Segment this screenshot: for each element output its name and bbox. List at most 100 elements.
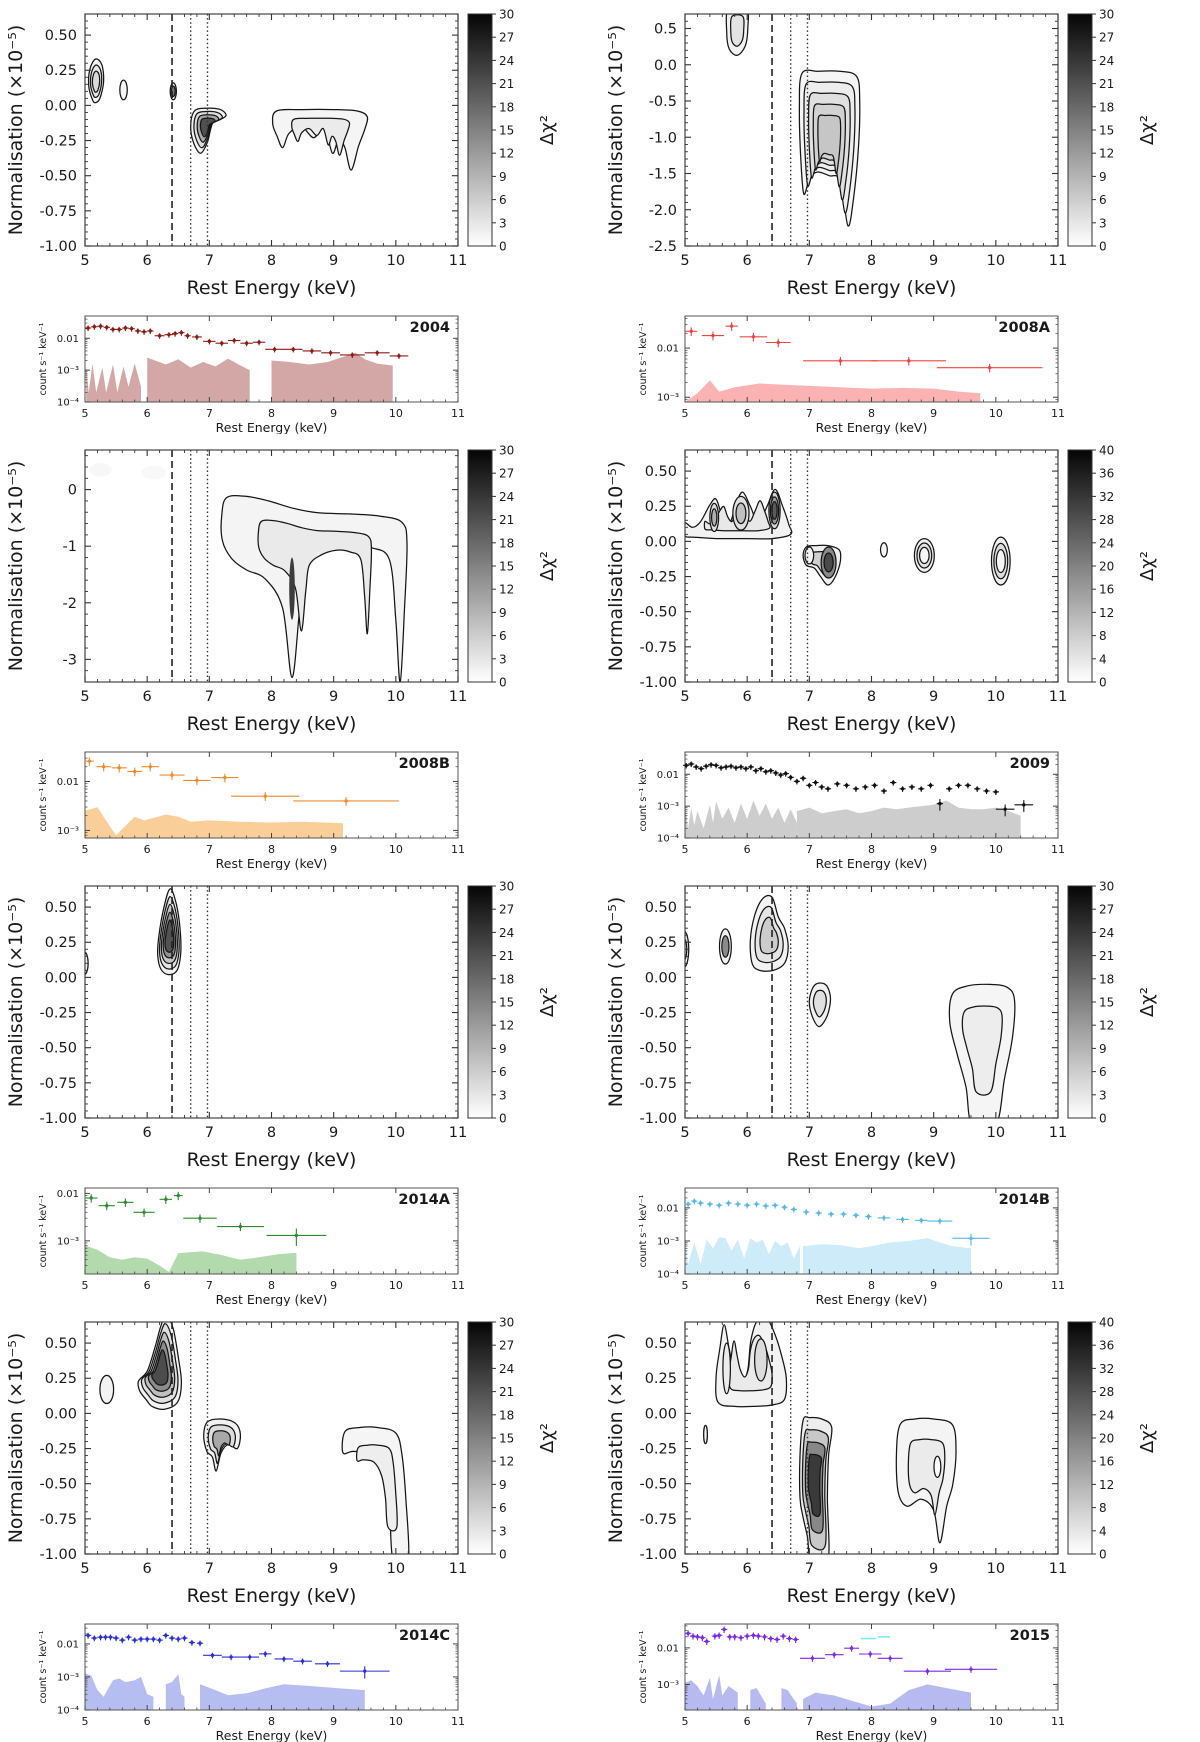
svg-text:7: 7	[805, 1125, 814, 1141]
background-band	[271, 352, 393, 402]
y-axis-label: Normalisation (×10⁻⁵)	[605, 25, 627, 236]
svg-text:6: 6	[499, 1065, 507, 1079]
svg-text:7: 7	[205, 1125, 214, 1141]
colorbar	[1067, 449, 1093, 683]
svg-text:0.01: 0.01	[57, 1189, 79, 1200]
svg-text:9: 9	[329, 1125, 338, 1141]
svg-text:10: 10	[987, 689, 1005, 705]
svg-text:11: 11	[1051, 407, 1065, 420]
svg-text:8: 8	[868, 407, 875, 420]
contour-blobs	[685, 488, 1011, 586]
y-axis-label: Normalisation (×10⁻⁵)	[5, 25, 27, 236]
spectrum-plot-2009: 5 6 7 8 9 10 11 0.01 10⁻³ 10⁻⁴ 2009 count s⁻¹ keV⁻¹…	[638, 751, 1065, 870]
svg-text:0.00: 0.00	[45, 98, 77, 114]
svg-text:0.25: 0.25	[45, 63, 77, 79]
svg-text:-1.00: -1.00	[639, 1111, 677, 1127]
svg-text:7: 7	[205, 253, 214, 269]
svg-text:18: 18	[1099, 972, 1114, 986]
svg-text:8: 8	[267, 253, 276, 269]
svg-text:0.00: 0.00	[645, 1406, 677, 1422]
svg-text:6: 6	[499, 629, 507, 643]
svg-text:10⁻⁴: 10⁻⁴	[657, 1270, 679, 1281]
svg-text:21: 21	[499, 949, 514, 963]
svg-text:30: 30	[499, 444, 514, 458]
spectrum-plot-2004: 5 6 7 8 9 10 11 0.01 10⁻³ 10⁻⁴ 2004 count s⁻¹ keV⁻¹…	[38, 315, 465, 434]
svg-text:27: 27	[499, 1339, 514, 1353]
svg-text:5: 5	[682, 1279, 689, 1292]
svg-text:18: 18	[499, 1408, 514, 1422]
svg-text:9: 9	[929, 689, 938, 705]
background-band	[147, 357, 250, 402]
svg-text:5: 5	[80, 1125, 89, 1141]
svg-text:27: 27	[499, 903, 514, 917]
spectrum-plot-2008A: 5 6 7 8 9 10 11 0.01 10⁻³ 2008A count s⁻¹ keV⁻¹ Res…	[638, 315, 1065, 434]
svg-text:24: 24	[1099, 926, 1114, 940]
background-band	[781, 1688, 797, 1710]
background-band	[685, 1675, 738, 1710]
svg-text:10⁻³: 10⁻³	[57, 1236, 79, 1247]
svg-text:-0.75: -0.75	[639, 1512, 677, 1528]
svg-text:10⁻³: 10⁻³	[657, 393, 679, 404]
svg-text:-0.75: -0.75	[39, 1512, 77, 1528]
svg-text:15: 15	[499, 560, 514, 574]
svg-text:-0.25: -0.25	[639, 1442, 677, 1458]
year-label: 2014A	[398, 1192, 450, 1208]
year-label: 2014C	[399, 1628, 450, 1644]
svg-text:3: 3	[499, 1088, 507, 1102]
spectrum-x-axis-label: Rest Energy (keV)	[816, 1292, 928, 1306]
svg-text:11: 11	[451, 843, 465, 856]
y-axis-label: Normalisation (×10⁻⁵)	[605, 461, 627, 672]
svg-text:3: 3	[1099, 216, 1107, 230]
svg-text:0.25: 0.25	[645, 935, 677, 951]
svg-text:30: 30	[1099, 880, 1114, 894]
svg-text:9: 9	[329, 253, 338, 269]
svg-text:40: 40	[1099, 1316, 1114, 1330]
panel-2009: 5 6 7 8 9 10 11 0.50 0.25 0.00 -0.25 -0.50 -0.75 -1.0…	[600, 442, 1200, 871]
svg-text:8: 8	[268, 1279, 275, 1292]
svg-text:0.01: 0.01	[657, 1643, 679, 1654]
svg-text:-0.25: -0.25	[39, 1442, 77, 1458]
svg-text:5: 5	[680, 1125, 689, 1141]
svg-text:15: 15	[499, 996, 514, 1010]
background-band	[86, 363, 141, 402]
contour-plot-2014B: 5 6 7 8 9 10 11 0.50 0.25 0.00 -0.25 -0.50 -0.75 -1.0…	[605, 880, 1158, 1172]
colorbar-label: Δχ²	[1137, 115, 1158, 145]
panel-2004: 5 6 7 8 9 10 11 0.50 0.25 0.00 -0.25 -0.50 -0.75 -1.0…	[0, 6, 600, 435]
svg-text:10: 10	[389, 1715, 403, 1728]
svg-text:8: 8	[268, 407, 275, 420]
svg-text:10⁻³: 10⁻³	[57, 1672, 79, 1683]
svg-text:10⁻³: 10⁻³	[657, 1680, 679, 1691]
panel-2008a: 5 6 7 8 9 10 11 0.5 0.0 -0.5 -1.0 -1.5 -2.0 -2.5 Rest …	[600, 6, 1200, 435]
svg-text:6: 6	[743, 1125, 752, 1141]
svg-text:-0.50: -0.50	[39, 1041, 77, 1057]
svg-text:32: 32	[1099, 1362, 1114, 1376]
contour-plot-2014C: 5 6 7 8 9 10 11 0.50 0.25 0.00 -0.25 -0.50 -0.75 -1.0…	[5, 1316, 558, 1608]
svg-text:18: 18	[1099, 100, 1114, 114]
svg-text:0.01: 0.01	[657, 1203, 679, 1214]
x-axis-label: Rest Energy (keV)	[787, 713, 957, 735]
svg-text:10⁻³: 10⁻³	[57, 366, 79, 377]
colorbar	[467, 885, 493, 1119]
spectrum-plot-2014B: 5 6 7 8 9 10 11 0.01 10⁻³ 10⁻⁴ 2014B count s⁻¹ keV⁻…	[638, 1187, 1065, 1306]
svg-text:0.00: 0.00	[45, 970, 77, 986]
svg-text:21: 21	[499, 1385, 514, 1399]
svg-text:16: 16	[1099, 583, 1114, 597]
svg-text:-0.75: -0.75	[39, 1076, 77, 1092]
spectrum-y-axis-label: count s⁻¹ keV⁻¹	[638, 1194, 649, 1267]
contour-plot-2008A: 5 6 7 8 9 10 11 0.5 0.0 -0.5 -1.0 -1.5 -2.0 -2.5 Rest …	[605, 8, 1158, 300]
svg-text:6: 6	[144, 1279, 151, 1292]
svg-text:28: 28	[1099, 513, 1114, 527]
svg-text:6: 6	[744, 843, 751, 856]
svg-text:-1.00: -1.00	[39, 1547, 77, 1563]
svg-text:-1.00: -1.00	[39, 1111, 77, 1127]
svg-text:3: 3	[499, 652, 507, 666]
svg-text:-2.0: -2.0	[649, 203, 677, 219]
svg-text:5: 5	[80, 689, 89, 705]
svg-text:6: 6	[743, 253, 752, 269]
svg-text:6: 6	[144, 407, 151, 420]
svg-text:15: 15	[1099, 124, 1114, 138]
svg-text:24: 24	[1099, 536, 1114, 550]
svg-text:-0.75: -0.75	[39, 204, 77, 220]
svg-text:30: 30	[499, 8, 514, 22]
svg-text:0.50: 0.50	[45, 900, 77, 916]
